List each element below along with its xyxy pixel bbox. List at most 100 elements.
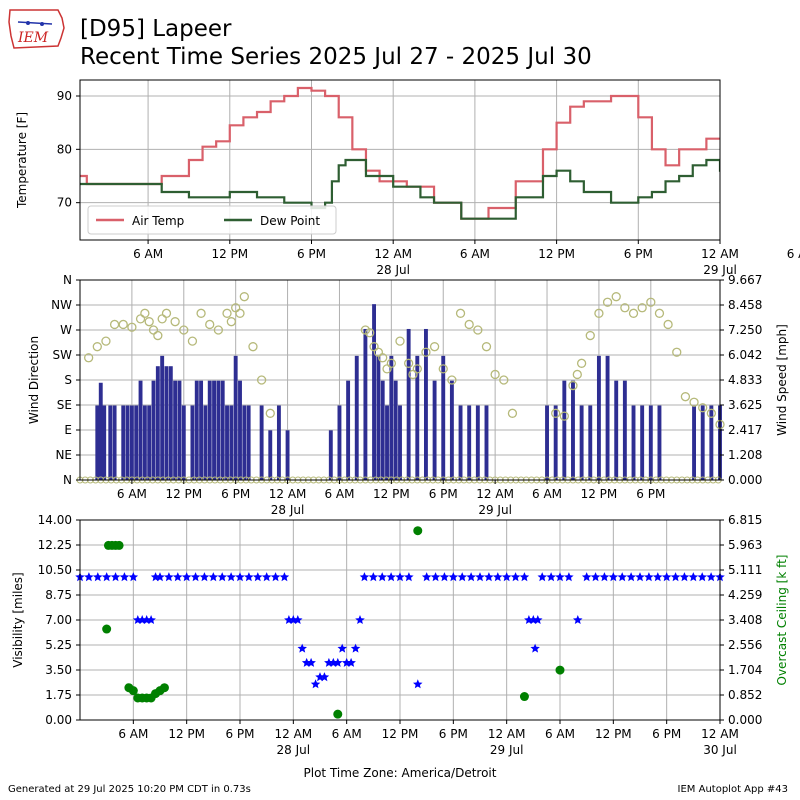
wind-speed-bar — [393, 380, 398, 480]
wind-x-tick-label: 6 AM — [532, 487, 562, 501]
wind-speed-bar — [657, 405, 662, 480]
vis-y-axis-label: Visibility [miles] — [11, 572, 25, 667]
visibility-point — [235, 572, 245, 582]
visibility-point — [128, 572, 139, 582]
wind-speed-bar — [622, 380, 627, 480]
vis-x-tick-label: 6 PM — [652, 727, 681, 741]
wind-x-date-label: 29 Jul — [478, 503, 512, 517]
wind-dir-tick-label: SE — [57, 398, 72, 412]
wind-speed-bar — [229, 405, 234, 480]
vis-y-tick-label: 8.75 — [45, 588, 72, 602]
ceiling-point — [555, 665, 565, 675]
ceiling-y-axis-label: Overcast Ceiling [k ft] — [775, 555, 789, 686]
wind-speed-bar — [545, 405, 549, 480]
wind-dir-tick-label: N — [63, 273, 72, 287]
legend-air-temp-label: Air Temp — [132, 214, 184, 228]
visibility-point — [355, 615, 365, 624]
visibility-point — [217, 572, 227, 582]
wind-dir-tick-label: S — [64, 373, 72, 387]
vis-y-tick-label: 0.00 — [45, 713, 72, 727]
wind-x-tick-label: 12 AM — [269, 487, 307, 501]
visibility-point — [688, 572, 699, 582]
visibility-point — [261, 572, 272, 582]
vis-x-tick-label: 12 AM — [701, 727, 739, 741]
wind-speed-bar — [605, 355, 610, 480]
wind-speed-bar — [98, 382, 103, 480]
wind-direction-point — [438, 364, 448, 374]
wind-speed-bar — [692, 405, 696, 480]
visibility-point — [653, 572, 663, 582]
visibility-point — [599, 572, 610, 582]
wind-direction-point — [576, 358, 587, 368]
wind-direction-point — [248, 342, 258, 352]
wind-direction-point — [637, 303, 647, 313]
wind-direction-point — [602, 297, 613, 307]
footer-generated: Generated at 29 Jul 2025 10:20 PM CDT in… — [8, 784, 251, 795]
wind-speed-bar — [398, 405, 402, 480]
wind-speed-bar — [142, 405, 147, 480]
visibility-point — [110, 572, 121, 582]
visibility-point — [581, 572, 592, 582]
wind-speed-bar — [134, 405, 139, 480]
vis-x-tick-label: 12 PM — [595, 727, 632, 741]
wind-direction-point — [101, 336, 111, 346]
visibility-point — [484, 572, 494, 582]
wind-direction-point — [235, 308, 245, 318]
visibility-point — [564, 572, 574, 582]
ceiling-y-tick-label: 0.000 — [728, 713, 762, 727]
wind-direction-point — [109, 319, 120, 330]
wind-speed-bar — [337, 405, 342, 480]
visibility-point — [164, 572, 174, 582]
wind-speed-bar — [212, 380, 216, 480]
visibility-point — [546, 572, 556, 582]
wind-speed-bar — [700, 405, 705, 480]
wind-direction-point — [187, 336, 198, 346]
visibility-point — [626, 572, 636, 582]
visibility-point — [386, 572, 396, 582]
wind-speed-tick-label: 9.667 — [728, 273, 762, 287]
visibility-point — [306, 657, 316, 667]
visibility-point — [413, 679, 423, 689]
wind-speed-bar — [380, 380, 385, 480]
visibility-point — [346, 657, 356, 667]
wind-speed-bar — [129, 405, 134, 480]
wind-direction-point — [135, 314, 146, 324]
visibility-point — [421, 572, 432, 582]
wind-x-tick-label: 6 AM — [117, 487, 147, 501]
wind-speed-bar — [268, 430, 273, 480]
temp-x-tick-label: 12 AM — [701, 247, 739, 261]
visibility-point — [377, 572, 387, 582]
wind-direction-point — [412, 364, 422, 374]
wind-direction-point — [455, 308, 466, 318]
wind-direction-point — [161, 308, 172, 318]
visibility-point — [181, 572, 192, 582]
visibility-point — [395, 572, 405, 582]
visibility-point — [644, 572, 654, 582]
wind-speed-bar — [640, 405, 645, 480]
wind-direction-point — [118, 319, 128, 330]
visibility-point — [706, 572, 716, 582]
wind-direction-point — [429, 342, 440, 352]
vis-y-tick-label: 10.50 — [38, 563, 72, 577]
wind-speed-bar — [233, 355, 238, 480]
temp-x-tick-label: 12 PM — [211, 247, 248, 261]
visibility-point — [439, 572, 450, 582]
wind-direction-point — [170, 317, 180, 327]
wind-speed-bar — [424, 328, 428, 480]
ceiling-y-tick-label: 6.815 — [728, 513, 762, 527]
wind-direction-point — [365, 328, 375, 338]
wind-speed-bar — [181, 405, 186, 480]
wind-direction-point — [179, 325, 189, 335]
wind-speed-bar — [225, 405, 229, 480]
visibility-point — [537, 572, 547, 582]
wind-speed-bar — [199, 380, 204, 480]
wind-direction-point — [551, 408, 561, 418]
vis-x-tick-label: 6 PM — [439, 727, 468, 741]
temp-y-tick-label: 90 — [57, 89, 72, 103]
visibility-point — [501, 572, 512, 582]
wind-speed-bar — [631, 405, 636, 480]
wind-speed-bar — [553, 405, 558, 480]
wind-speed-bar — [432, 380, 437, 480]
wind-x-tick-label: 12 PM — [165, 487, 202, 501]
wind-speed-bar — [614, 380, 619, 480]
